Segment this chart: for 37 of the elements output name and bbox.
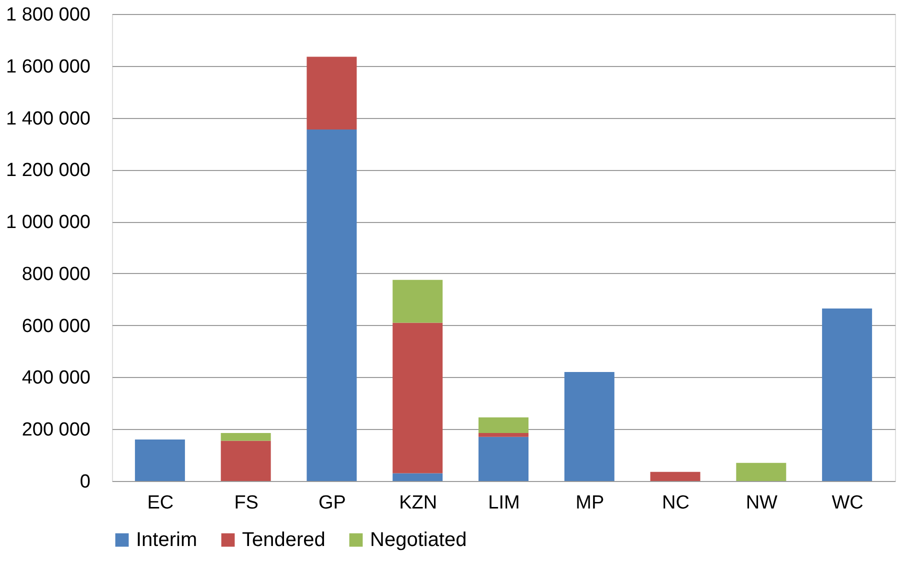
y-tick-label: 400 000 (22, 368, 90, 389)
y-tick-label: 1 400 000 (6, 108, 90, 130)
bar (392, 280, 443, 323)
x-tick-label: NW (746, 492, 778, 514)
bar (306, 129, 357, 481)
x-tick-label: NC (662, 492, 690, 514)
y-tick-label: 1 800 000 (6, 4, 90, 26)
legend-label: Interim (136, 529, 198, 551)
y-tick-label: 1 600 000 (6, 56, 90, 78)
bar (736, 462, 786, 481)
bar (392, 322, 443, 474)
x-tick-label: WC (832, 492, 864, 514)
y-tick-label: 800 000 (22, 264, 90, 285)
x-tick-label: KZN (399, 492, 438, 514)
y-tick-label: 1 000 000 (6, 212, 90, 234)
bar (220, 440, 271, 481)
bar (822, 308, 872, 481)
bar (478, 436, 528, 481)
bar (478, 433, 528, 437)
bar (650, 472, 700, 481)
x-tick-label: LIM (488, 492, 520, 514)
x-tick-label: FS (234, 492, 258, 514)
bar (306, 56, 357, 130)
bar (564, 372, 614, 481)
bar (220, 433, 271, 441)
legend-label: Negotiated (370, 529, 467, 551)
legend-label: Tendered (242, 529, 326, 551)
y-tick-label: 200 000 (22, 420, 90, 441)
x-tick-label: GP (318, 492, 346, 514)
y-tick-label: 1 200 000 (6, 160, 90, 182)
bar (392, 473, 443, 481)
bar (134, 439, 185, 481)
y-tick-label: 600 000 (22, 316, 90, 337)
bar (478, 417, 528, 434)
y-tick-label: 0 (80, 472, 90, 492)
x-tick-label: EC (147, 492, 174, 514)
x-tick-label: MP (576, 492, 604, 514)
